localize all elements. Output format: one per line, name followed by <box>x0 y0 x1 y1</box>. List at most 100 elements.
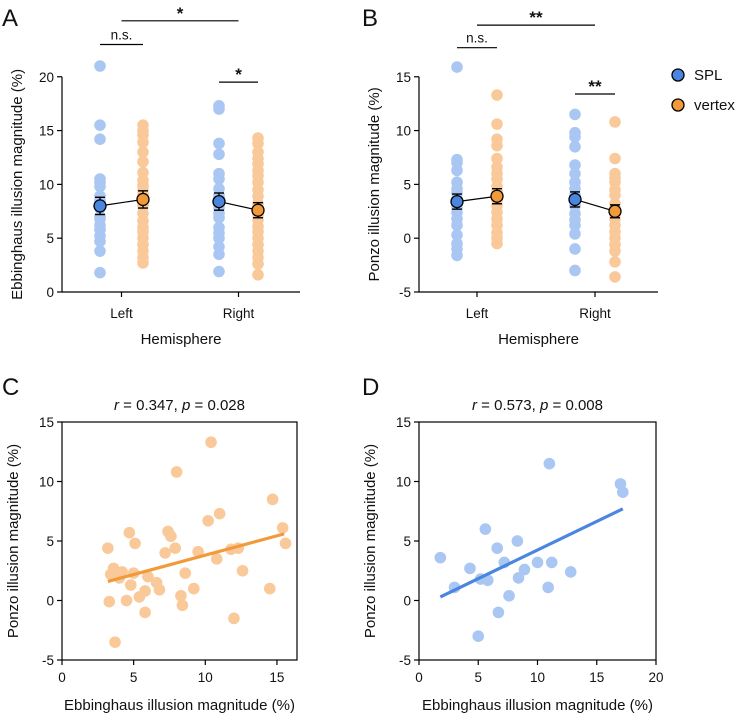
data-point <box>202 514 214 527</box>
spl-data-point <box>451 229 463 241</box>
spl-data-point <box>94 60 106 72</box>
y-tick-label: 15 <box>39 415 54 430</box>
data-point <box>188 582 200 595</box>
data-point <box>124 579 137 591</box>
spl-data-point <box>94 210 106 223</box>
y-tick-label: 10 <box>39 475 54 490</box>
stat-text: = <box>548 397 565 414</box>
significance-label: * <box>235 65 242 84</box>
y-tick-label: 10 <box>39 177 54 192</box>
data-point <box>542 581 554 594</box>
significance-label: n.s. <box>466 31 488 46</box>
stat-text: = <box>119 397 136 414</box>
vertex-data-point <box>609 167 621 180</box>
spl-data-point <box>213 265 225 278</box>
legend-marker-spl <box>671 68 685 82</box>
data-point <box>120 594 133 607</box>
stat-text: p <box>181 397 190 414</box>
r-value: 0.573 <box>494 397 532 414</box>
y-tick-label: 0 <box>46 285 54 300</box>
mean-connector-line <box>456 195 498 203</box>
y-tick-label: 0 <box>403 594 411 609</box>
legend-label-spl: SPL <box>694 67 722 84</box>
data-point <box>179 567 192 579</box>
vertex-data-point <box>252 268 264 281</box>
panel-d-plot: 0 5 10 15 20 -5 0 5 10 15 Ebbinghaus illusion magn… <box>362 397 664 714</box>
vertex-data-point <box>609 271 621 283</box>
spl-data-point <box>213 167 225 180</box>
y-axis-title: Ponzo illusion magnitude (%) <box>5 444 22 638</box>
data-point <box>279 537 292 550</box>
spl-data-point <box>94 190 106 203</box>
mean-connector-line <box>99 198 144 207</box>
legend: SPL vertex <box>671 67 735 114</box>
spl-data-point <box>94 245 106 257</box>
data-point <box>159 547 171 559</box>
vertex-mean-marker <box>136 192 150 207</box>
y-tick-label: -5 <box>399 653 411 668</box>
vertex-data-point <box>252 146 264 158</box>
vertex-data-point <box>137 146 149 158</box>
y-tick-label: 0 <box>403 231 411 246</box>
data-point <box>617 486 629 499</box>
mean-connector-line <box>574 198 616 212</box>
data-point <box>511 535 524 547</box>
spl-data-point <box>569 228 581 240</box>
y-tick-label: 5 <box>403 534 411 549</box>
spl-data-point <box>451 153 463 166</box>
vertex-data-point <box>252 132 264 144</box>
p-value: 0.008 <box>565 397 603 414</box>
vertex-data-point <box>609 256 621 268</box>
spl-data-point <box>569 176 581 189</box>
vertex-mean-marker <box>490 189 504 203</box>
data-point <box>169 542 182 554</box>
y-tick-label: 5 <box>46 231 54 246</box>
spl-data-point <box>94 266 106 279</box>
data-point <box>236 564 249 577</box>
data-point <box>205 436 217 449</box>
spl-data-point <box>213 182 225 195</box>
vertex-mean-marker <box>608 204 622 218</box>
spl-data-point <box>569 264 581 277</box>
correlation-stats: r = 0.573, p = 0.008 <box>472 397 603 414</box>
spl-data-point <box>94 173 106 185</box>
data-point <box>263 582 276 595</box>
x-tick-label-right: Right <box>223 306 255 321</box>
y-tick-label: 20 <box>39 70 54 85</box>
spl-data-point <box>451 61 463 73</box>
y-tick-label: 10 <box>396 475 411 490</box>
x-tick-label: 10 <box>530 670 545 685</box>
data-point <box>464 562 476 575</box>
y-tick-label: 5 <box>403 177 411 192</box>
x-axis-title: Hemisphere <box>498 331 579 348</box>
regression-line <box>439 507 624 599</box>
data-point <box>102 542 114 554</box>
data-point <box>503 589 515 602</box>
y-tick-label: 15 <box>396 70 411 85</box>
significance-label: ** <box>588 77 602 96</box>
vertex-data-point <box>491 161 503 173</box>
data-point <box>564 566 577 578</box>
spl-data-point <box>213 241 225 253</box>
spl-data-point <box>94 119 106 131</box>
panel-letter-d: D <box>362 374 379 401</box>
regression-line <box>107 532 285 584</box>
vertex-mean-marker <box>251 203 265 217</box>
data-point <box>492 606 505 619</box>
panel-c-plot: 0 5 10 15 -5 0 5 10 15 Ebbinghaus illusion magnit… <box>5 397 298 714</box>
spl-data-point <box>94 133 106 145</box>
spl-data-point <box>451 237 463 250</box>
stat-text: , <box>174 397 182 414</box>
data-point <box>472 630 485 642</box>
x-tick-label: 5 <box>474 670 482 685</box>
panel-d: D 0 5 10 15 20 -5 0 5 10 15 Ebbinghaus illusion ma… <box>362 374 664 714</box>
spl-mean-marker <box>212 194 226 209</box>
data-point <box>545 556 558 569</box>
stat-text: = <box>190 397 207 414</box>
legend-label-vertex: vertex <box>694 97 735 114</box>
x-tick-label: 0 <box>58 670 66 685</box>
data-point <box>434 551 447 564</box>
